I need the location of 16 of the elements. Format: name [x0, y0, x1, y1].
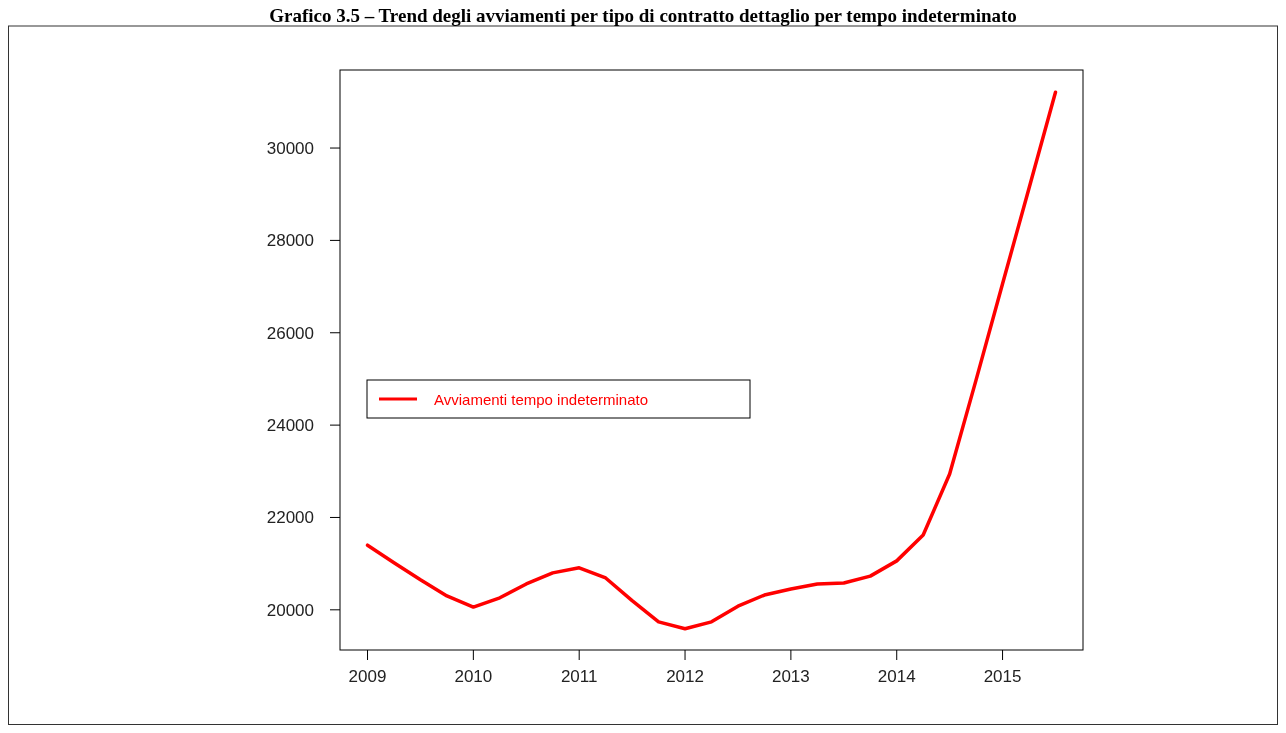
y-tick-label: 26000	[266, 323, 314, 343]
x-tick-label: 2012	[666, 667, 704, 686]
y-tick-label: 24000	[266, 416, 314, 436]
x-tick-label: 2010	[454, 667, 493, 686]
x-tick-label: 2009	[348, 667, 387, 686]
y-tick-label: 22000	[266, 508, 314, 528]
x-tick-label: 2014	[877, 667, 916, 686]
line-series	[365, 90, 1058, 631]
x-tick-label: 2013	[771, 667, 810, 686]
y-tick-label: 20000	[266, 600, 314, 620]
chart-title: Grafico 3.5 – Trend degli avviamenti per tipo di contratto dettaglio per tempo indeterminato	[269, 5, 1017, 26]
y-tick-label: 30000	[266, 139, 314, 159]
x-tick-label: 2015	[983, 667, 1022, 686]
x-tick-label: 2011	[560, 667, 598, 686]
y-tick-label: 28000	[266, 231, 314, 251]
legend-label: Avviamenti tempo indeterminato	[434, 391, 648, 408]
